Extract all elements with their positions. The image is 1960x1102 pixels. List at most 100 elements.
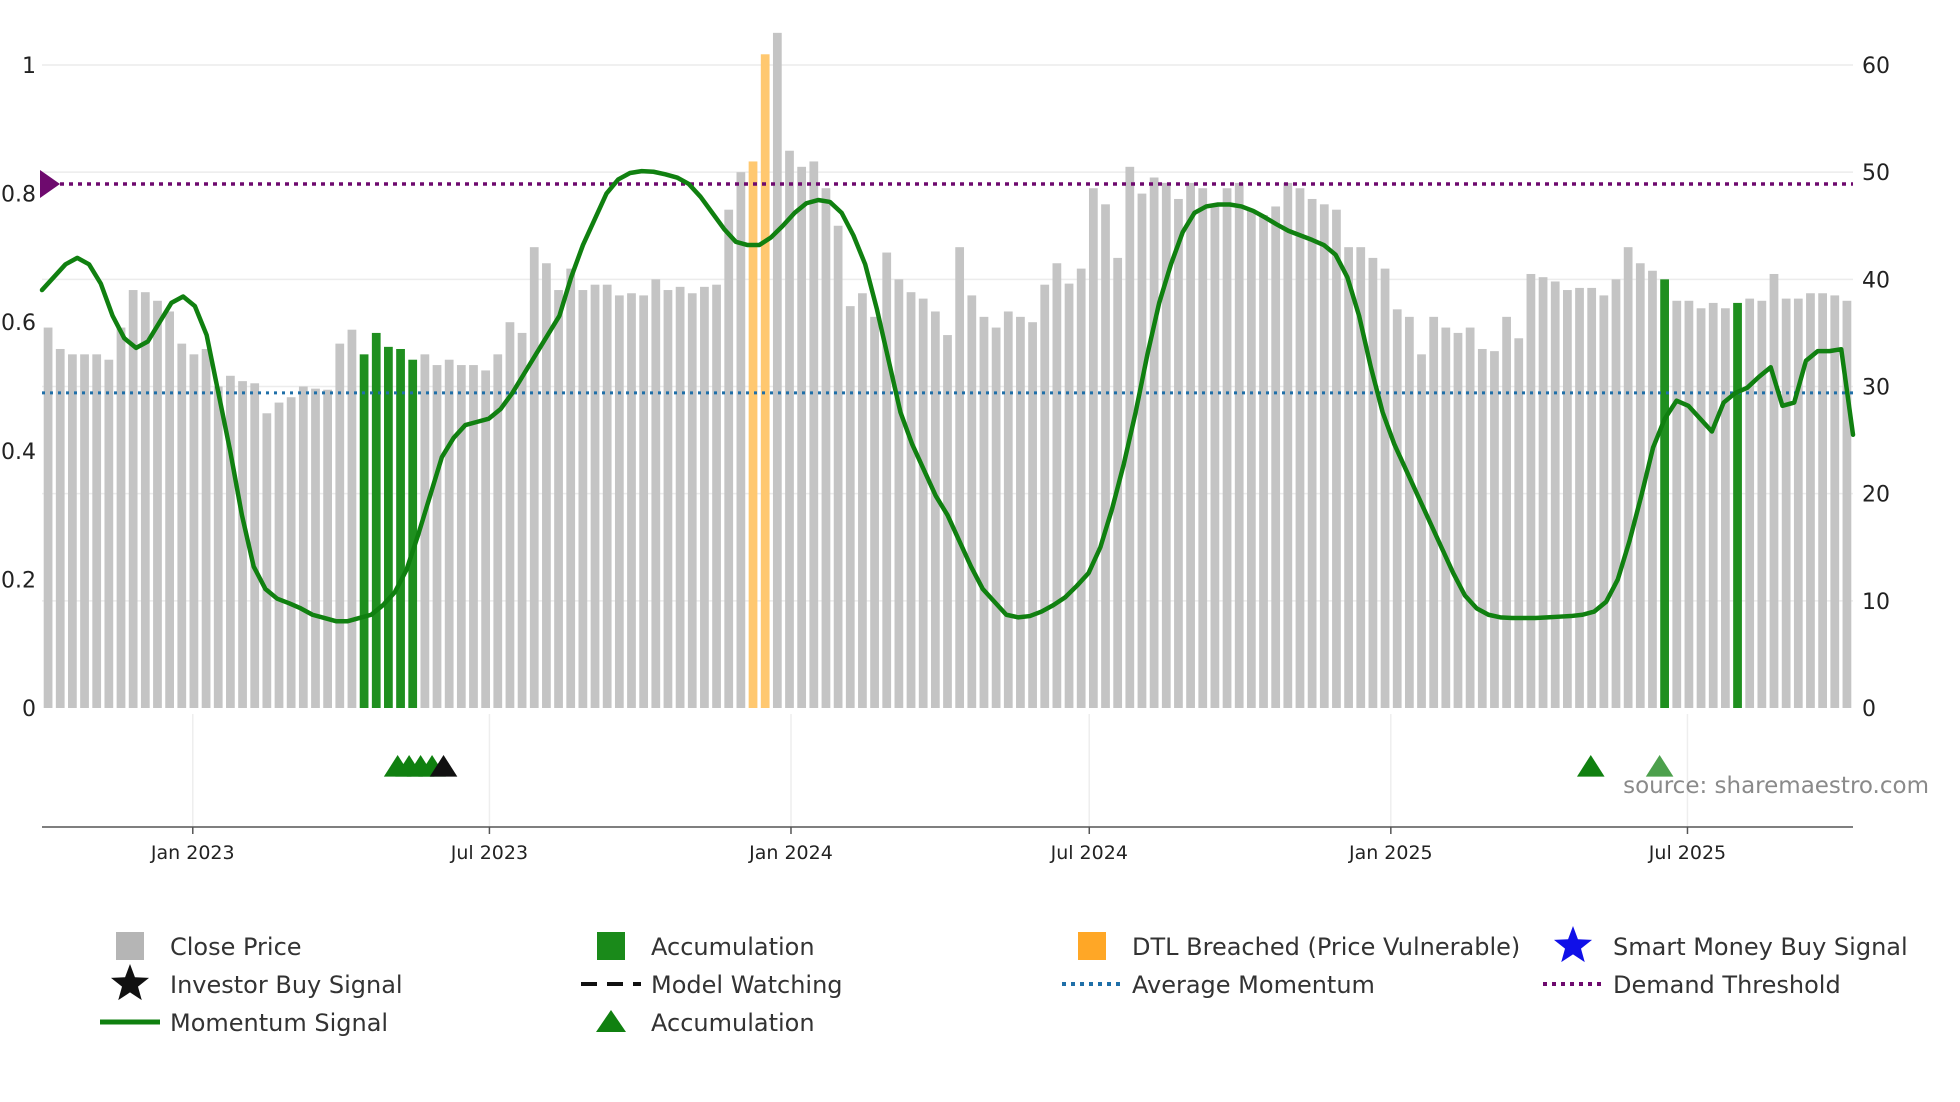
legend-item: Model Watching xyxy=(581,971,843,999)
close-price-bar xyxy=(1283,182,1293,708)
close-price-bar xyxy=(1757,300,1767,708)
close-price-bar xyxy=(943,335,952,708)
right-axis-tick-label: 10 xyxy=(1862,590,1890,615)
legend-item: Average Momentum xyxy=(1062,971,1375,999)
accumulation-bar xyxy=(408,359,418,708)
close-price-bars xyxy=(43,32,1852,709)
close-price-bar xyxy=(1538,277,1548,708)
left-axis-tick-label: 0.8 xyxy=(1,183,36,208)
close-price-bar xyxy=(1453,332,1463,708)
close-price-bar xyxy=(1076,268,1086,708)
close-price-bar xyxy=(68,354,77,708)
close-price-bar xyxy=(858,293,867,708)
close-price-bar xyxy=(870,316,879,708)
close-price-bar xyxy=(1550,281,1560,708)
close-price-bar xyxy=(529,247,539,708)
close-price-bar xyxy=(1271,206,1281,708)
right-axis-tick-label: 0 xyxy=(1862,697,1876,722)
close-price-bar xyxy=(1380,268,1390,708)
close-price-bar xyxy=(809,161,819,708)
close-price-bar xyxy=(736,172,746,709)
x-axis-date-label: Jan 2025 xyxy=(1348,842,1433,864)
left-axis-tick-label: 0 xyxy=(22,697,36,722)
close-price-bar xyxy=(614,295,624,708)
close-price-bar xyxy=(55,348,65,708)
close-price-bar xyxy=(456,365,466,708)
legend-label: Demand Threshold xyxy=(1613,971,1841,999)
close-price-bar xyxy=(1514,338,1524,708)
accumulation-bar xyxy=(359,354,369,708)
right-axis-tick-label: 50 xyxy=(1862,161,1890,186)
legend-item: Demand Threshold xyxy=(1543,971,1841,999)
legend-item: Smart Money Buy Signal xyxy=(1613,933,1908,961)
legend-label: Close Price xyxy=(170,933,302,961)
close-price-bar xyxy=(1635,263,1645,708)
close-price-bar xyxy=(821,188,831,709)
close-price-bar xyxy=(1648,270,1657,708)
accumulation-bar xyxy=(371,332,381,708)
close-price-bar xyxy=(1016,316,1025,708)
close-price-bar xyxy=(772,32,782,709)
legend-label: Accumulation xyxy=(651,933,815,961)
accumulation-triangle-marker xyxy=(1645,755,1674,777)
close-price-bar xyxy=(262,413,272,708)
close-price-bar xyxy=(201,348,211,708)
legend-label: DTL Breached (Price Vulnerable) xyxy=(1132,933,1520,961)
dtl-breached-bar xyxy=(760,54,770,708)
close-price-bar xyxy=(797,166,807,708)
x-axis: Jan 2023 Jul 2023 Jan 2024 Jul 2024 Jan 2025… xyxy=(42,826,1853,864)
close-price-bar xyxy=(1040,284,1050,708)
close-price-bar xyxy=(177,343,187,708)
close-price-bar xyxy=(687,293,697,708)
accumulation-bar xyxy=(1733,302,1742,708)
legend-swatch-square xyxy=(116,932,144,960)
close-price-bar xyxy=(1429,316,1439,708)
close-price-bar xyxy=(918,298,928,708)
close-price-bar xyxy=(1502,316,1511,708)
left-axis-tick-label: 0.6 xyxy=(1,311,36,336)
close-price-bar xyxy=(311,388,320,708)
close-price-bar xyxy=(1368,257,1378,708)
close-price-bar xyxy=(1684,300,1694,708)
close-price-bar xyxy=(1064,283,1074,708)
close-price-bar xyxy=(785,150,794,709)
close-price-bar xyxy=(1356,247,1366,708)
close-price-bar xyxy=(1563,290,1572,708)
close-price-bar xyxy=(845,306,855,709)
close-price-bar xyxy=(566,268,576,708)
momentum-signal-line xyxy=(39,168,1856,624)
close-price-bar xyxy=(712,284,721,708)
legend-triangle-icon xyxy=(596,1010,626,1032)
right-y-axis: 0 10 20 30 40 50 60 xyxy=(1862,54,1890,722)
demand-threshold-marker xyxy=(40,169,60,198)
right-axis-tick-label: 30 xyxy=(1862,376,1890,401)
x-axis-date-label: Jul 2024 xyxy=(1050,842,1128,864)
close-price-bar xyxy=(80,354,89,708)
close-price-bar xyxy=(1246,209,1256,708)
legend-item: Investor Buy Signal xyxy=(170,971,403,999)
close-price-bar xyxy=(930,311,940,708)
close-price-bar xyxy=(554,290,563,708)
legend-label: Average Momentum xyxy=(1132,971,1375,999)
source-attribution: source: sharemaestro.com xyxy=(1623,773,1929,799)
close-price-bar xyxy=(274,402,284,708)
close-price-bar xyxy=(226,375,235,708)
close-price-bar xyxy=(979,316,989,708)
close-price-bar xyxy=(724,209,734,708)
close-price-bar xyxy=(1319,204,1329,708)
close-price-bar xyxy=(1332,209,1341,708)
close-price-bar xyxy=(420,354,430,708)
legend-label: Model Watching xyxy=(651,971,843,999)
close-price-bar xyxy=(1818,293,1827,708)
close-price-bar xyxy=(1392,309,1402,708)
accumulation-bar xyxy=(396,348,405,708)
legend-item: DTL Breached (Price Vulnerable) xyxy=(1078,932,1520,961)
close-price-bar xyxy=(1417,354,1426,708)
close-price-bar xyxy=(700,286,709,708)
close-price-bar xyxy=(469,365,478,708)
close-price-bar xyxy=(991,327,1001,708)
close-price-bar xyxy=(43,327,53,708)
close-price-bar xyxy=(1307,198,1317,708)
right-axis-tick-label: 40 xyxy=(1862,268,1890,293)
close-price-bar xyxy=(1830,295,1840,708)
